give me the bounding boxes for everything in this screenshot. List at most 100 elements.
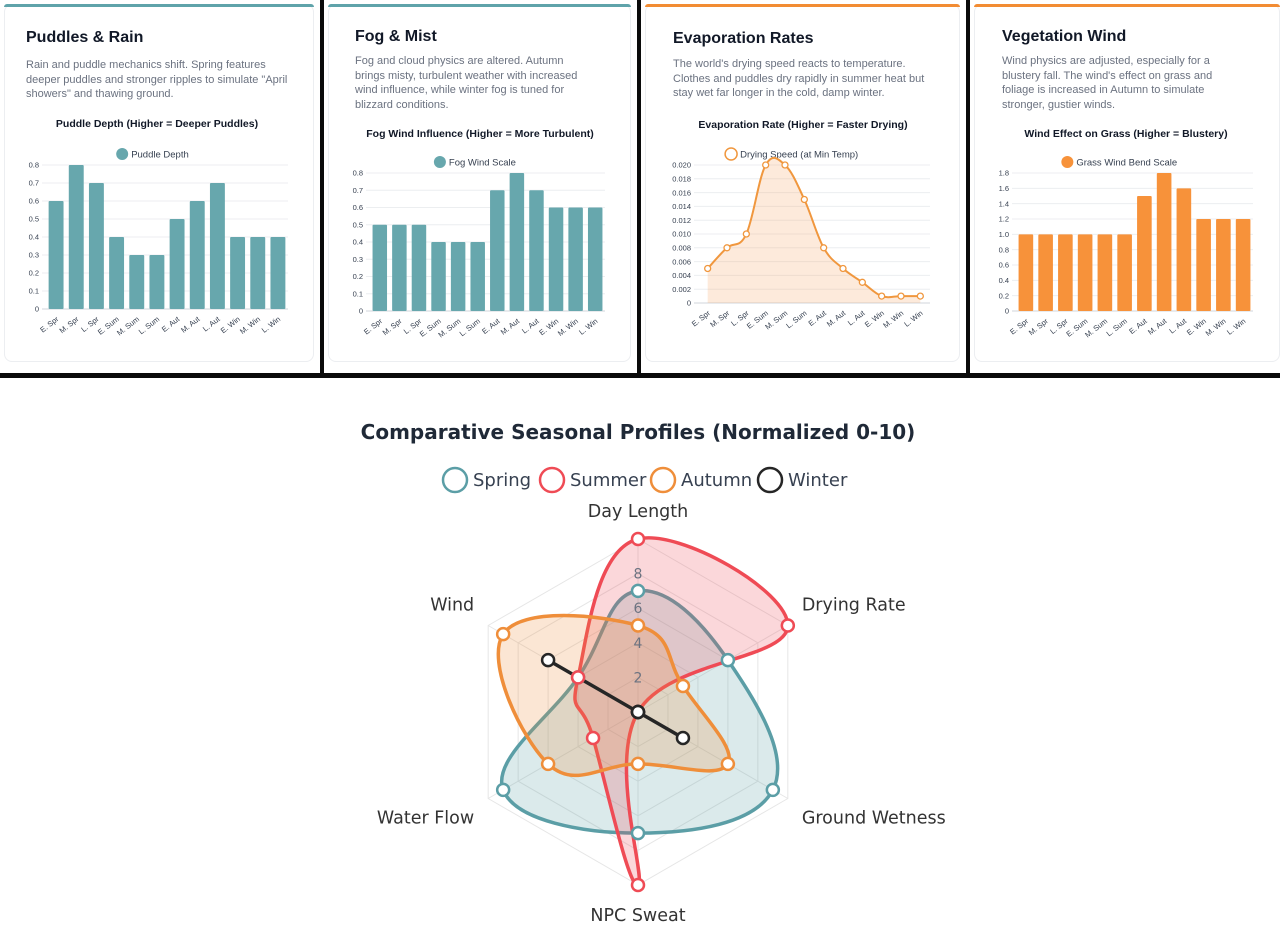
data-point — [704, 264, 712, 273]
radar-point — [630, 583, 646, 599]
x-tick-label: M. Spr — [381, 316, 404, 337]
data-point — [916, 292, 924, 300]
bar — [149, 255, 165, 309]
legend-swatch — [116, 148, 129, 160]
y-tick-label: 0.1 — [353, 289, 363, 298]
y-tick-label: 0.7 — [353, 186, 363, 195]
card-accent-bar — [328, 4, 631, 7]
y-tick-label: 0.1 — [29, 287, 39, 296]
y-tick-label: 0.010 — [672, 230, 691, 239]
x-tick-label: M. Win — [556, 316, 580, 337]
bar — [1018, 234, 1034, 311]
panel-separator — [320, 0, 324, 376]
radar-point — [540, 652, 556, 668]
data-point — [742, 230, 750, 238]
radar-point — [630, 877, 646, 893]
x-tick-label: E. Aut — [1127, 316, 1149, 336]
radar-spoke — [487, 711, 639, 799]
legend-label: Drying Speed (at Min Temp) — [740, 150, 858, 161]
radar-point — [675, 678, 691, 694]
radial-tick-label: 2 — [634, 670, 643, 686]
card-description: The world's drying speed reacts to tempe… — [673, 58, 925, 99]
x-tick-label: E. Win — [863, 308, 886, 329]
x-tick-label: E. Win — [537, 316, 560, 337]
y-tick-label: 0.7 — [29, 179, 39, 188]
panel-separator — [966, 0, 970, 376]
radar-point — [570, 670, 586, 685]
legend-swatch — [724, 147, 738, 161]
chart-legend: Fog Wind Scale — [433, 156, 516, 169]
bar — [1137, 196, 1152, 311]
panel-separator — [637, 0, 641, 376]
x-tick-label: L. Sum — [458, 316, 482, 338]
x-tick-label: M. Win — [1204, 316, 1228, 337]
y-tick-label: 0.002 — [672, 285, 691, 294]
x-tick-label: M. Sum — [115, 314, 141, 337]
card-description: Rain and puddle mechanics shift. Spring … — [26, 59, 288, 100]
data-point — [878, 292, 886, 300]
x-tick-label: L. Win — [577, 316, 599, 336]
legend-swatch — [649, 466, 677, 494]
card-title: Puddles & Rain — [26, 29, 144, 46]
y-tick-label: 0.2 — [353, 272, 363, 281]
data-point — [858, 278, 866, 286]
radar-point — [765, 782, 781, 798]
x-tick-label: M. Aut — [825, 308, 848, 329]
bar — [1235, 219, 1251, 311]
y-tick-label: 0.006 — [672, 257, 691, 266]
radial-tick-label: 6 — [634, 601, 643, 617]
bar — [1097, 234, 1113, 311]
bar — [250, 237, 266, 309]
bar — [169, 219, 185, 309]
chart-title: Fog Wind Influence (Higher = More Turbul… — [366, 128, 594, 140]
radar-axis-label: Drying Rate — [802, 596, 906, 616]
card-description: Wind physics are adjusted, especially fo… — [1002, 55, 1213, 111]
bar — [270, 237, 286, 309]
bar — [1038, 234, 1053, 311]
evaporation-chart: Evaporation Rate (Higher = Faster Drying… — [672, 119, 930, 331]
y-tick-label: 0 — [1005, 307, 1009, 316]
y-tick-label: 0.012 — [672, 216, 691, 225]
x-tick-label: L. Sum — [784, 308, 808, 330]
radial-tick-label: 4 — [634, 636, 643, 652]
panel-fog: Fog & Mist Fog and cloud physics are alt… — [324, 0, 637, 376]
x-tick-label: L. Win — [260, 314, 282, 334]
radar-point — [675, 730, 691, 746]
bar — [1156, 173, 1172, 311]
bar — [1077, 234, 1093, 311]
x-tick-label: M. Aut — [1146, 316, 1169, 337]
bar — [109, 237, 125, 309]
card-title: Evaporation Rates — [673, 30, 814, 47]
x-tick-label: M. Sum — [436, 316, 462, 339]
radar-axis-label: NPC Sweat — [590, 906, 685, 926]
y-tick-label: 1.8 — [999, 169, 1009, 178]
x-tick-label: E. Aut — [807, 308, 829, 328]
chart-title: Evaporation Rate (Higher = Faster Drying… — [698, 119, 907, 131]
radar-point — [720, 756, 736, 772]
legend-item-winter: Winter — [756, 466, 848, 494]
radar-axis-label: Wind — [430, 596, 474, 616]
radial-tick-label: 8 — [634, 567, 643, 583]
y-tick-label: 0.2 — [29, 269, 39, 278]
x-tick-label: E. Spr — [1008, 316, 1030, 336]
grass-wind-chart: Wind Effect on Grass (Higher = Blustery)… — [999, 128, 1253, 339]
data-point — [723, 244, 731, 252]
x-tick-label: M. Sum — [1083, 316, 1109, 339]
data-point — [781, 161, 789, 169]
x-tick-label: E. Win — [219, 314, 242, 335]
card-description: Fog and cloud physics are altered. Autum… — [355, 55, 578, 111]
radar-spoke — [637, 625, 789, 713]
bar — [587, 207, 603, 311]
radar-axis-label: Ground Wetness — [802, 809, 946, 829]
radar-point — [630, 531, 646, 547]
x-tick-label: L. Win — [1225, 316, 1247, 336]
legend-swatch — [433, 156, 446, 168]
bar — [490, 190, 505, 311]
radar-point — [630, 618, 646, 633]
bar — [411, 224, 427, 311]
x-tick-label: M. Spr — [58, 314, 81, 335]
horizontal-separator — [0, 373, 1280, 378]
y-tick-label: 0.8 — [353, 169, 363, 178]
y-tick-label: 0.4 — [353, 238, 363, 247]
radar-point — [495, 626, 511, 642]
